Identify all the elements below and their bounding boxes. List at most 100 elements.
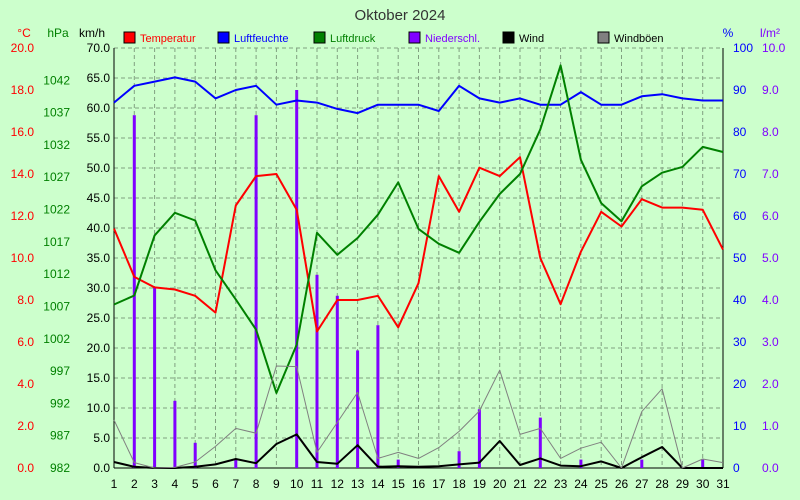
y-tick-label-pressure: 992 xyxy=(50,396,70,410)
rain-bar xyxy=(640,459,644,468)
x-tick-label: 8 xyxy=(253,477,260,491)
x-tick-label: 18 xyxy=(452,477,466,491)
x-tick-label: 22 xyxy=(534,477,548,491)
rain-bar xyxy=(477,409,481,468)
y-tick-label-wind: 70.0 xyxy=(87,41,111,55)
y-tick-label-wind: 40.0 xyxy=(87,221,111,235)
x-tick-label: 23 xyxy=(554,477,568,491)
x-tick-label: 7 xyxy=(232,477,239,491)
y-tick-label-rain: 1.0 xyxy=(762,419,779,433)
axis-header-temp: °C xyxy=(17,26,31,40)
y-tick-label-pressure: 1007 xyxy=(43,299,70,313)
rain-bar xyxy=(132,115,136,468)
x-tick-label: 2 xyxy=(131,477,138,491)
y-tick-label-wind: 5.0 xyxy=(93,431,110,445)
y-tick-label-temp: 20.0 xyxy=(11,41,35,55)
rain-bar xyxy=(579,459,583,468)
y-tick-label-humidity: 60 xyxy=(733,209,747,223)
x-tick-label: 31 xyxy=(716,477,730,491)
y-tick-label-temp: 6.0 xyxy=(17,335,34,349)
rain-bar xyxy=(457,451,461,468)
rain-bar xyxy=(376,325,380,468)
rain-bar xyxy=(315,274,319,468)
y-tick-label-rain: 7.0 xyxy=(762,167,779,181)
y-tick-label-temp: 8.0 xyxy=(17,293,34,307)
y-tick-label-rain: 10.0 xyxy=(762,41,786,55)
x-tick-label: 20 xyxy=(493,477,507,491)
y-tick-label-wind: 65.0 xyxy=(87,71,111,85)
y-tick-label-pressure: 1022 xyxy=(43,203,70,217)
legend-label: Windböen xyxy=(614,33,664,45)
y-tick-label-pressure: 987 xyxy=(50,429,70,443)
y-tick-label-pressure: 1002 xyxy=(43,332,70,346)
x-tick-label: 16 xyxy=(412,477,426,491)
legend-swatch xyxy=(597,31,610,44)
x-tick-label: 11 xyxy=(311,477,324,491)
rain-bar xyxy=(153,287,157,468)
y-tick-label-pressure: 1027 xyxy=(43,170,70,184)
legend-label: Luftdruck xyxy=(330,33,376,45)
x-tick-label: 4 xyxy=(172,477,179,491)
legend-swatch xyxy=(502,31,515,44)
series-line-luftfeuchte xyxy=(113,76,723,115)
rain-bar xyxy=(356,350,360,468)
x-tick-label: 24 xyxy=(574,477,588,491)
y-tick-label-wind: 45.0 xyxy=(87,191,111,205)
y-tick-label-humidity: 90 xyxy=(733,83,747,97)
legend-label: Temperatur xyxy=(140,33,196,45)
rain-bar xyxy=(193,442,197,468)
rain-bar xyxy=(701,459,705,468)
y-tick-label-rain: 0.0 xyxy=(762,461,779,475)
legend-swatch xyxy=(217,31,230,44)
y-tick-label-temp: 2.0 xyxy=(17,419,34,433)
y-tick-label-pressure: 1032 xyxy=(43,138,70,152)
y-tick-label-temp: 14.0 xyxy=(11,167,35,181)
x-tick-label: 27 xyxy=(635,477,649,491)
rain-bar xyxy=(335,295,339,468)
rain-bar xyxy=(234,459,238,468)
y-tick-label-wind: 25.0 xyxy=(87,311,111,325)
y-tick-label-rain: 8.0 xyxy=(762,125,779,139)
y-tick-label-rain: 5.0 xyxy=(762,251,779,265)
y-tick-label-wind: 30.0 xyxy=(87,281,111,295)
rain-bar xyxy=(538,417,542,468)
y-tick-label-pressure: 1017 xyxy=(43,235,70,249)
x-tick-label: 9 xyxy=(273,477,280,491)
y-tick-label-pressure: 982 xyxy=(50,461,70,475)
x-tick-label: 3 xyxy=(151,477,158,491)
y-tick-label-pressure: 1037 xyxy=(43,106,70,120)
axis-header-wind: km/h xyxy=(79,26,105,40)
y-tick-label-pressure: 1042 xyxy=(43,73,70,87)
x-tick-label: 29 xyxy=(676,477,690,491)
x-tick-label: 12 xyxy=(331,477,345,491)
legend-label: Niederschl. xyxy=(425,33,480,45)
y-tick-label-temp: 18.0 xyxy=(11,83,35,97)
axis-header-rain: l/m² xyxy=(760,26,780,40)
x-tick-label: 19 xyxy=(473,477,487,491)
y-tick-label-pressure: 997 xyxy=(50,364,70,378)
series-line-temperatur xyxy=(113,156,724,333)
y-tick-label-wind: 20.0 xyxy=(87,341,111,355)
rain-bar xyxy=(173,400,177,468)
y-tick-label-wind: 35.0 xyxy=(87,251,111,265)
y-tick-label-pressure: 1012 xyxy=(43,267,70,281)
x-tick-label: 6 xyxy=(212,477,219,491)
rain-bar xyxy=(254,115,258,468)
y-tick-label-humidity: 70 xyxy=(733,167,747,181)
rain-bar xyxy=(295,90,299,468)
y-tick-label-humidity: 40 xyxy=(733,293,747,307)
y-tick-label-temp: 16.0 xyxy=(11,125,35,139)
series-line-luftdruck xyxy=(113,64,724,394)
x-tick-label: 15 xyxy=(392,477,406,491)
x-tick-label: 5 xyxy=(192,477,199,491)
x-tick-label: 17 xyxy=(432,477,446,491)
y-tick-label-rain: 3.0 xyxy=(762,335,779,349)
y-tick-label-wind: 10.0 xyxy=(87,401,111,415)
y-tick-label-humidity: 0 xyxy=(733,461,740,475)
y-tick-label-humidity: 30 xyxy=(733,335,747,349)
x-tick-label: 10 xyxy=(290,477,304,491)
chart-title: Oktober 2024 xyxy=(355,7,446,24)
axis-header-humidity: % xyxy=(723,26,734,40)
